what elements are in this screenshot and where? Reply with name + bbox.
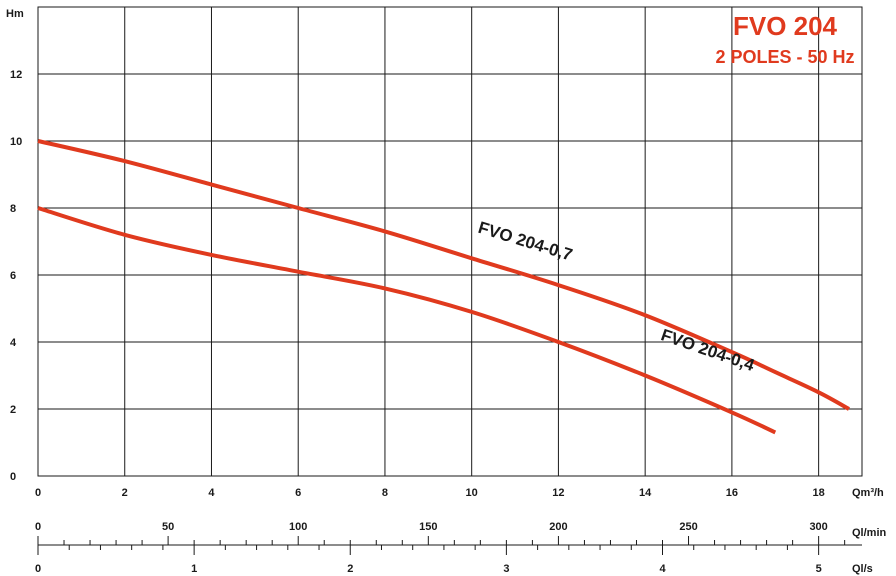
ql-min-tick-label: 100 bbox=[289, 521, 307, 533]
ql-s-axis-label: Ql/s bbox=[852, 563, 873, 575]
ql-s-tick-label: 3 bbox=[503, 563, 509, 575]
y-tick-label: 6 bbox=[10, 270, 16, 282]
ql-s-tick-label: 4 bbox=[659, 563, 666, 575]
chart-subtitle: 2 POLES - 50 Hz bbox=[715, 47, 854, 67]
ql-s-tick-label: 2 bbox=[347, 563, 353, 575]
x-tick-label: 6 bbox=[295, 487, 301, 499]
y-tick-label: 4 bbox=[10, 337, 17, 349]
x-tick-label: 14 bbox=[639, 487, 652, 499]
ql-s-tick-label: 1 bbox=[191, 563, 197, 575]
y-tick-label: 8 bbox=[10, 203, 16, 215]
x-axis-label: Qm³/h bbox=[852, 487, 884, 499]
curve-series-1 bbox=[37, 139, 850, 411]
x-tick-label: 16 bbox=[726, 487, 738, 499]
chart-title: FVO 204 bbox=[733, 11, 838, 41]
x-tick-label: 12 bbox=[552, 487, 564, 499]
x-tick-label: 2 bbox=[122, 487, 128, 499]
ql-min-tick-label: 0 bbox=[35, 521, 41, 533]
ql-min-tick-label: 50 bbox=[162, 521, 174, 533]
ql-min-tick-label: 150 bbox=[419, 521, 437, 533]
x-tick-label: 4 bbox=[208, 487, 215, 499]
ql-min-axis-label: Ql/min bbox=[852, 527, 887, 539]
x-tick-label: 0 bbox=[35, 487, 41, 499]
plot-frame bbox=[37, 6, 863, 477]
x-tick-label: 8 bbox=[382, 487, 388, 499]
curve-label-series-2: FVO 204-0,4 bbox=[659, 325, 758, 375]
ql-min-tick-label: 200 bbox=[549, 521, 567, 533]
ql-s-tick-label: 5 bbox=[816, 563, 822, 575]
curve-label-series-1: FVO 204-0,7 bbox=[476, 218, 575, 265]
ql-s-tick-label: 0 bbox=[35, 563, 41, 575]
y-tick-label: 10 bbox=[10, 136, 22, 148]
chart-grid bbox=[37, 6, 863, 555]
x-tick-label: 18 bbox=[813, 487, 825, 499]
y-tick-label: 2 bbox=[10, 404, 16, 416]
ql-min-tick-label: 300 bbox=[809, 521, 827, 533]
ql-min-tick-label: 250 bbox=[679, 521, 697, 533]
y-tick-label: 12 bbox=[10, 69, 22, 81]
y-axis-label: Hm bbox=[6, 8, 24, 20]
chart-curves bbox=[37, 139, 850, 435]
curve-series-2 bbox=[37, 206, 777, 435]
x-tick-label: 10 bbox=[466, 487, 478, 499]
y-tick-label: 0 bbox=[10, 471, 16, 483]
